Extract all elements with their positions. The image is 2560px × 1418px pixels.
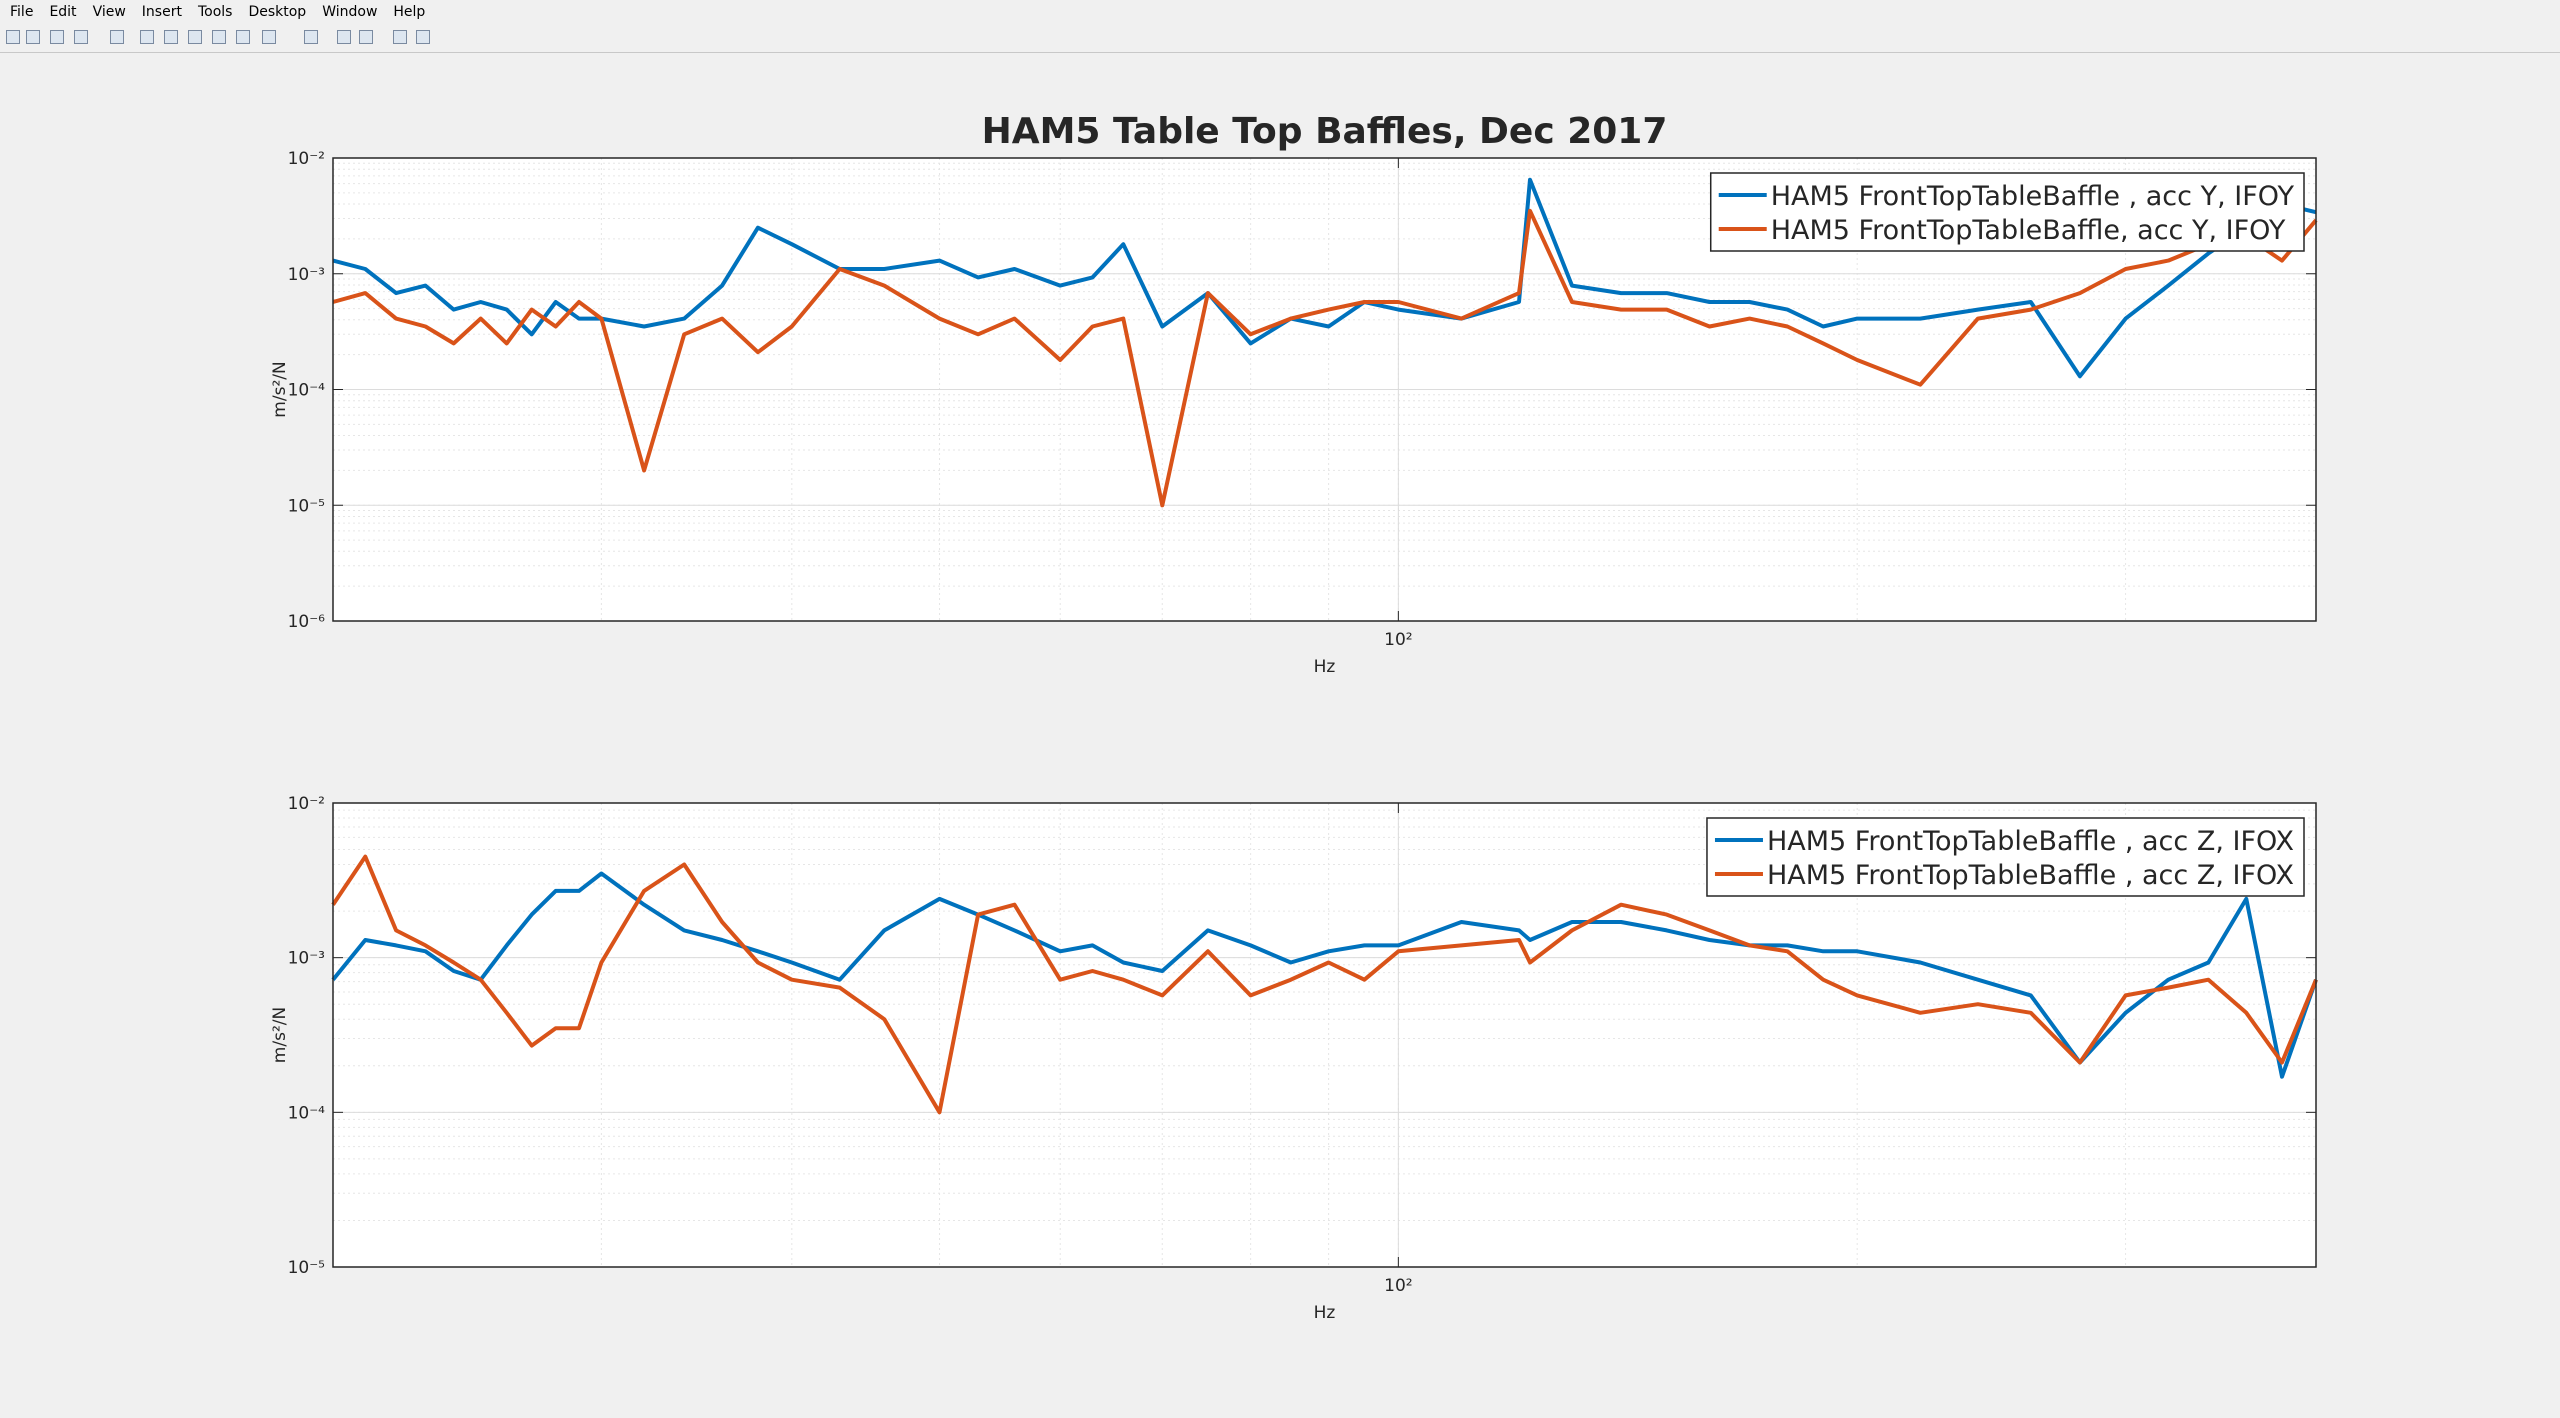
legend-label: HAM5 FrontTopTableBaffle , acc Z, IFOX: [1767, 860, 2294, 891]
tool-icon[interactable]: [262, 30, 276, 44]
chart-title: HAM5 Table Top Baffles, Dec 2017: [982, 111, 1668, 152]
y-tick-label: 10⁻⁶: [288, 612, 326, 632]
tool-icon[interactable]: [6, 30, 20, 44]
axes-box: [332, 802, 2317, 1268]
legend-label: HAM5 FrontTopTableBaffle , acc Y, IFOY: [1771, 181, 2295, 212]
menu-bar: File Edit View Insert Tools Desktop Window Help: [0, 0, 2560, 23]
y-tick-label: 10⁻⁵: [288, 1258, 325, 1278]
legend: HAM5 FrontTopTableBaffle , acc Y, IFOYHA…: [1709, 172, 2305, 252]
tool-icon[interactable]: [74, 30, 88, 44]
tool-icon[interactable]: [164, 30, 178, 44]
legend: HAM5 FrontTopTableBaffle , acc Z, IFOXHA…: [1706, 817, 2305, 897]
tool-icon[interactable]: [50, 30, 64, 44]
x-tick-label: 10²: [1384, 1276, 1412, 1296]
y-axis-label: m/s²/N: [270, 361, 290, 417]
tool-icon[interactable]: [304, 30, 318, 44]
menu-item[interactable]: Desktop: [248, 3, 307, 20]
toolbar: [0, 23, 2560, 53]
series-line: [332, 208, 2318, 508]
legend-label: HAM5 FrontTopTableBaffle, acc Y, IFOY: [1771, 215, 2286, 246]
y-tick-label: 10⁻⁴: [288, 1103, 326, 1123]
figure: 10⁻⁶ 10⁻⁵ 10⁻⁴ 10⁻³ 10⁻² 10² HAM5 Table Top Ba…: [270, 111, 2318, 1323]
menu-item[interactable]: View: [92, 3, 126, 20]
y-tick-label: 10⁻³: [288, 265, 325, 285]
y-axis-label: m/s²/N: [270, 1007, 290, 1063]
x-axis-label: Hz: [1314, 1303, 1336, 1323]
series-line: [332, 177, 2317, 379]
tool-icon[interactable]: [26, 30, 40, 44]
y-tick-label: 10⁻⁴: [288, 381, 326, 401]
menu-item[interactable]: Edit: [49, 3, 77, 20]
tool-icon[interactable]: [188, 30, 202, 44]
tool-icon[interactable]: [110, 30, 124, 44]
tool-icon[interactable]: [337, 30, 351, 44]
axes-box: [332, 157, 2317, 622]
tool-icon[interactable]: [416, 30, 430, 44]
legend-box: [1709, 172, 2305, 252]
tool-icon[interactable]: [359, 30, 373, 44]
y-tick-label: 10⁻²: [288, 794, 325, 814]
x-tick-label: 10²: [1384, 630, 1412, 650]
y-tick-label: 10⁻⁵: [288, 496, 325, 516]
y-tick-label: 10⁻³: [288, 949, 325, 969]
tool-icon[interactable]: [140, 30, 154, 44]
legend-label: HAM5 FrontTopTableBaffle , acc Z, IFOX: [1767, 826, 2294, 857]
menu-item[interactable]: Insert: [141, 3, 182, 20]
legend-box: [1706, 817, 2305, 897]
tool-icon[interactable]: [393, 30, 407, 44]
series-line: [331, 854, 2318, 1115]
menu-item[interactable]: File: [10, 3, 34, 20]
menu-item[interactable]: Window: [322, 3, 378, 20]
x-axis-label: Hz: [1314, 657, 1336, 677]
series-line: [331, 871, 2318, 1079]
tool-icon[interactable]: [212, 30, 226, 44]
y-tick-label: 10⁻²: [288, 149, 325, 169]
menu-item[interactable]: Help: [393, 3, 426, 20]
tool-icon[interactable]: [236, 30, 250, 44]
menu-item[interactable]: Tools: [197, 3, 233, 20]
